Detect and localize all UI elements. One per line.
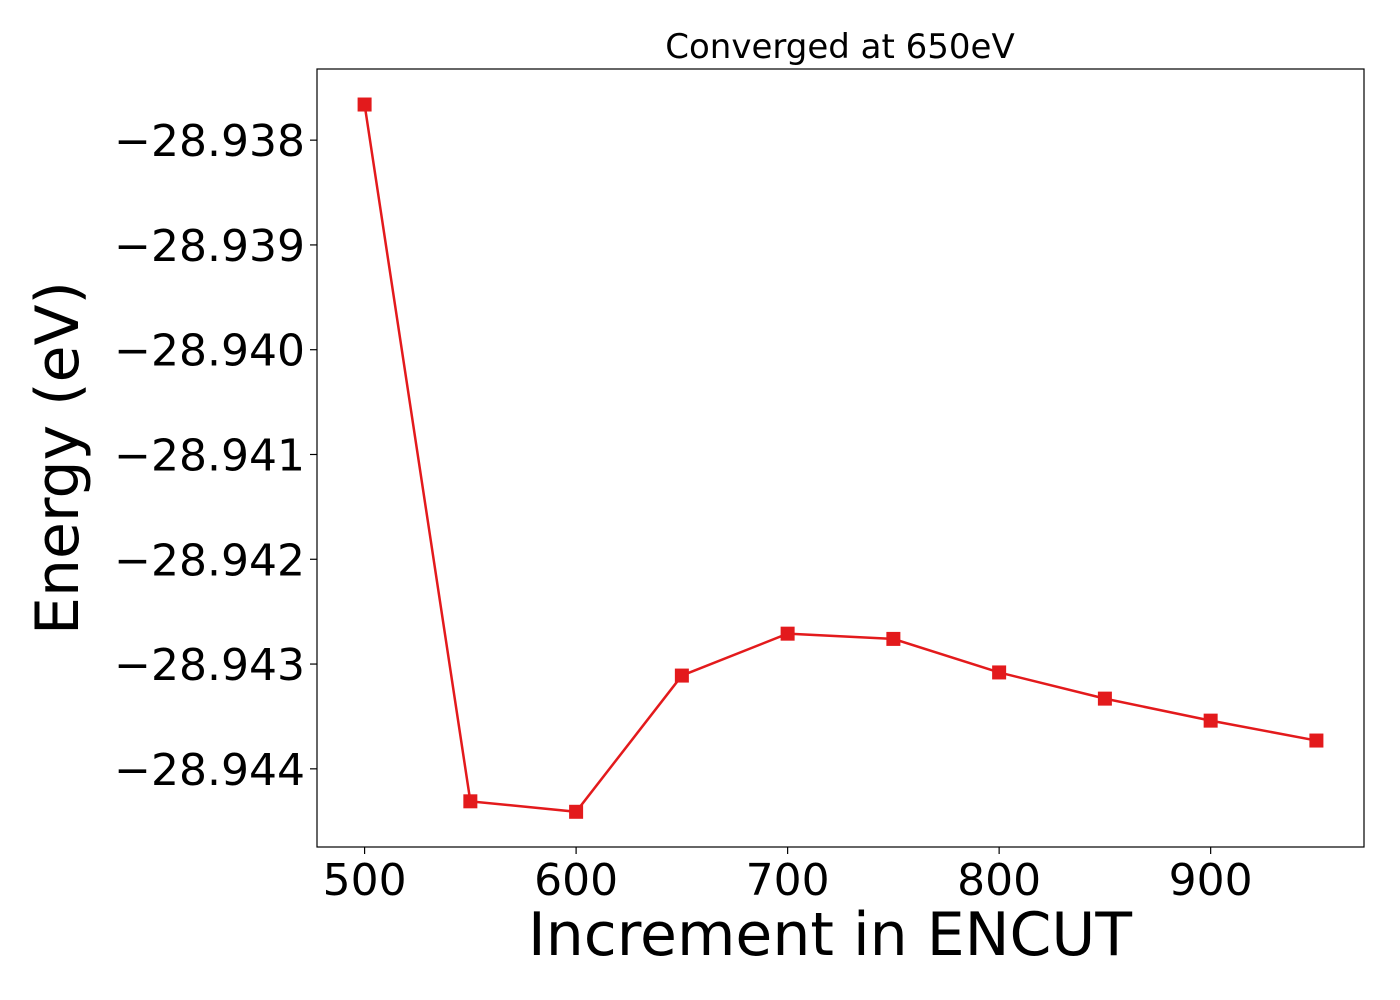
x-tick-label: 700 xyxy=(746,855,830,906)
x-tick-label: 500 xyxy=(323,855,407,906)
y-tick-label: −28.940 xyxy=(114,326,305,377)
data-point xyxy=(1309,733,1324,748)
chart-title: Converged at 650eV xyxy=(665,27,1014,67)
data-point xyxy=(674,668,689,683)
data-point xyxy=(1203,713,1218,728)
series-line xyxy=(363,104,1317,814)
x-axis: 500 600 700 800 900 xyxy=(323,847,1253,906)
data-point xyxy=(992,665,1007,680)
y-tick-label: −28.938 xyxy=(114,116,305,167)
y-tick-label: −28.942 xyxy=(114,535,305,586)
x-tick-label: 800 xyxy=(957,855,1041,906)
y-tick-label: −28.944 xyxy=(114,745,305,796)
data-point xyxy=(886,631,901,646)
plot-frame xyxy=(316,68,1365,848)
y-tick-label: −28.941 xyxy=(114,430,305,481)
x-axis-label: Increment in ENCUT xyxy=(528,900,1132,970)
y-axis: −28.938 −28.939 −28.940 −28.941 −28.942 −28.9… xyxy=(114,116,317,796)
x-tick-label: 600 xyxy=(534,855,618,906)
plot-series xyxy=(357,97,1324,819)
y-tick-label: −28.939 xyxy=(114,221,305,272)
x-tick-label: 900 xyxy=(1169,855,1253,906)
data-point xyxy=(569,804,584,819)
data-point xyxy=(1097,691,1112,706)
data-point xyxy=(463,794,478,809)
y-axis-label: Energy (eV) xyxy=(23,281,93,635)
data-point xyxy=(357,97,372,112)
data-point xyxy=(780,626,795,641)
y-tick-label: −28.943 xyxy=(114,640,305,691)
